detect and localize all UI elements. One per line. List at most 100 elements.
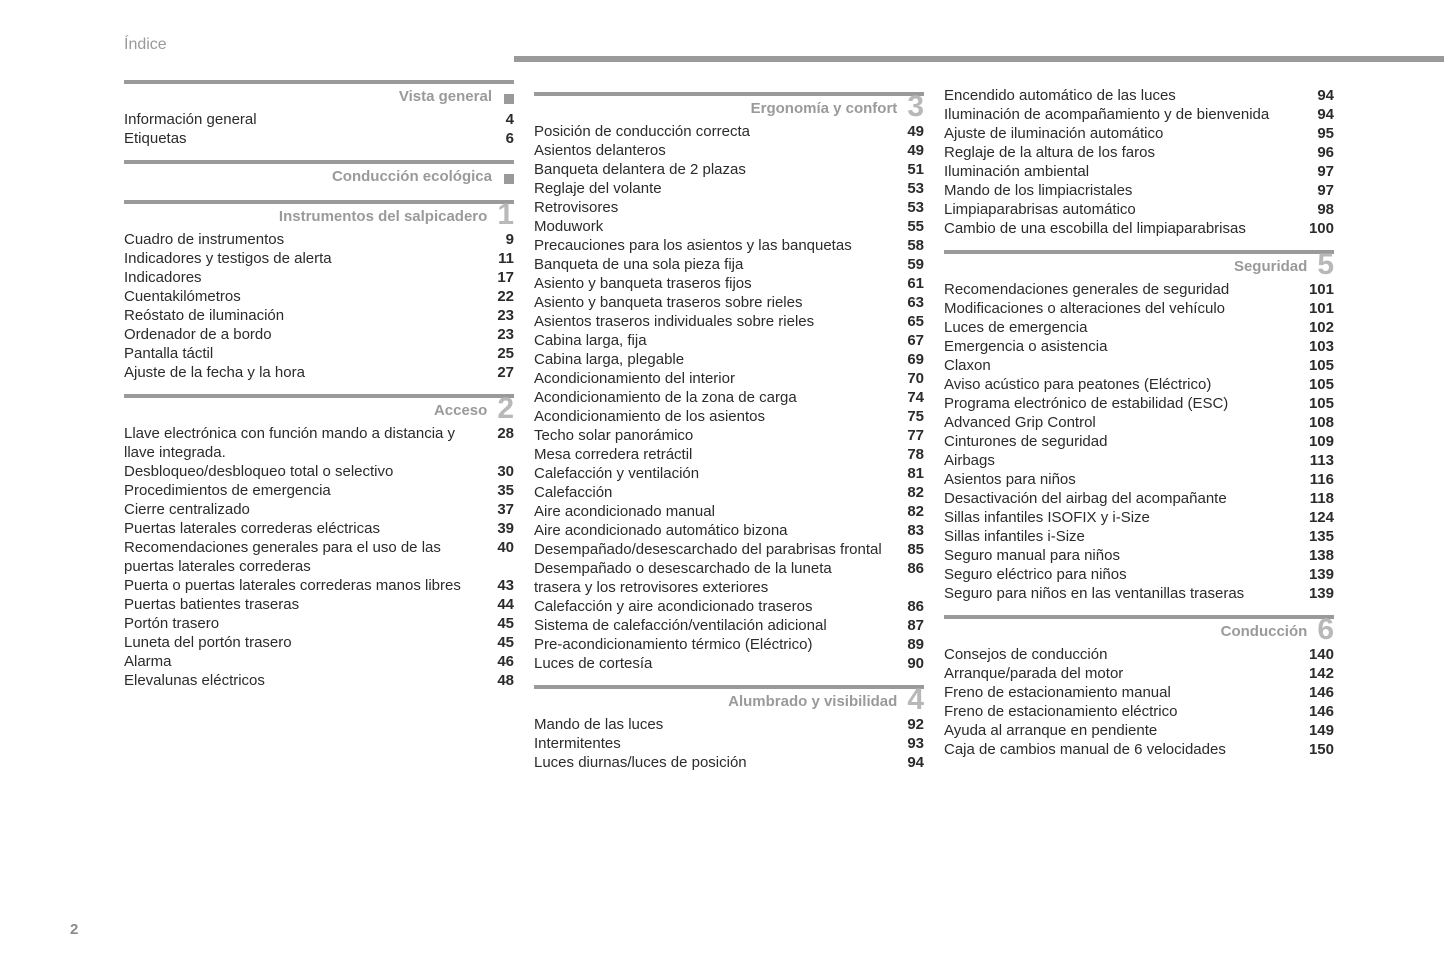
toc-entry: Encendido automático de las luces94 (944, 86, 1334, 105)
entry-label: Seguro eléctrico para niños (944, 565, 1300, 584)
entry-page: 70 (890, 369, 924, 388)
continuation-spacer (944, 80, 1334, 84)
section-number: 6 (1317, 617, 1334, 643)
section-number: 2 (497, 396, 514, 422)
toc-entry: Sillas infantiles i-Size135 (944, 527, 1334, 546)
entry-label: Acondicionamiento de los asientos (534, 407, 890, 426)
toc-entry: Cierre centralizado37 (124, 500, 514, 519)
entry-page: 30 (480, 462, 514, 481)
entry-label: Cambio de una escobilla del limpiaparabr… (944, 219, 1300, 238)
entry-page: 90 (890, 654, 924, 673)
section-title: Vista general (399, 86, 498, 108)
toc-entry: Retrovisores53 (534, 198, 924, 217)
toc-entry: Freno de estacionamiento eléctrico146 (944, 702, 1334, 721)
section-header: Acceso2 (124, 394, 514, 422)
entry-label: Ordenador de a bordo (124, 325, 480, 344)
entry-page: 101 (1300, 280, 1334, 299)
entry-page: 92 (890, 715, 924, 734)
entry-page: 4 (480, 110, 514, 129)
entry-label: Desactivación del airbag del acompañante (944, 489, 1300, 508)
entry-label: Recomendaciones generales para el uso de… (124, 538, 480, 576)
entry-label: Mando de las luces (534, 715, 890, 734)
toc-entry: Desempañado/desescarchado del parabrisas… (534, 540, 924, 559)
entry-label: Moduwork (534, 217, 890, 236)
toc-entry: Portón trasero45 (124, 614, 514, 633)
toc-entry: Luneta del portón trasero45 (124, 633, 514, 652)
toc-entry: Información general4 (124, 110, 514, 129)
entry-label: Procedimientos de emergencia (124, 481, 480, 500)
entry-list: Recomendaciones generales de seguridad10… (944, 280, 1334, 603)
section-title: Alumbrado y visibilidad (728, 691, 903, 713)
entry-page: 95 (1300, 124, 1334, 143)
toc-entry: Pantalla táctil25 (124, 344, 514, 363)
entry-label: Luneta del portón trasero (124, 633, 480, 652)
entry-label: Arranque/parada del motor (944, 664, 1300, 683)
entry-label: Iluminación de acompañamiento y de bienv… (944, 105, 1300, 124)
toc-entry: Banqueta de una sola pieza fija59 (534, 255, 924, 274)
column: Ergonomía y confort3Posición de conducci… (534, 80, 924, 772)
entry-label: Limpiaparabrisas automático (944, 200, 1300, 219)
entry-label: Asientos para niños (944, 470, 1300, 489)
entry-label: Información general (124, 110, 480, 129)
entry-page: 17 (480, 268, 514, 287)
toc-entry: Caja de cambios manual de 6 velocidades1… (944, 740, 1334, 759)
entry-page: 45 (480, 633, 514, 652)
toc-entry: Cuentakilómetros22 (124, 287, 514, 306)
entry-page: 94 (1300, 86, 1334, 105)
entry-page: 74 (890, 388, 924, 407)
toc-entry: Luces diurnas/luces de posición94 (534, 753, 924, 772)
section-title: Conducción ecológica (332, 166, 498, 188)
toc-entry: Indicadores y testigos de alerta11 (124, 249, 514, 268)
entry-page: 93 (890, 734, 924, 753)
toc-entry: Techo solar panorámico77 (534, 426, 924, 445)
entry-page: 51 (890, 160, 924, 179)
toc-entry: Llave electrónica con función mando a di… (124, 424, 514, 462)
entry-page: 100 (1300, 219, 1334, 238)
entry-page: 55 (890, 217, 924, 236)
entry-label: Ayuda al arranque en pendiente (944, 721, 1300, 740)
toc-entry: Desactivación del airbag del acompañante… (944, 489, 1334, 508)
section-header: Conducción6 (944, 615, 1334, 643)
toc-entry: Sistema de calefacción/ventilación adici… (534, 616, 924, 635)
entry-label: Calefacción y ventilación (534, 464, 890, 483)
toc-entry: Claxon105 (944, 356, 1334, 375)
entry-page: 116 (1300, 470, 1334, 489)
toc-entry: Asiento y banqueta traseros sobre rieles… (534, 293, 924, 312)
toc-entry: Calefacción82 (534, 483, 924, 502)
entry-label: Freno de estacionamiento manual (944, 683, 1300, 702)
entry-page: 82 (890, 502, 924, 521)
entry-label: Indicadores (124, 268, 480, 287)
toc-entry: Luces de emergencia102 (944, 318, 1334, 337)
entry-label: Encendido automático de las luces (944, 86, 1300, 105)
entry-label: Portón trasero (124, 614, 480, 633)
entry-label: Desbloqueo/desbloqueo total o selectivo (124, 462, 480, 481)
entry-page: 59 (890, 255, 924, 274)
toc-entry: Seguro eléctrico para niños139 (944, 565, 1334, 584)
toc-entry: Asientos delanteros49 (534, 141, 924, 160)
entry-label: Pantalla táctil (124, 344, 480, 363)
entry-list: Cuadro de instrumentos9Indicadores y tes… (124, 230, 514, 382)
toc-entry: Seguro para niños en las ventanillas tra… (944, 584, 1334, 603)
entry-page: 35 (480, 481, 514, 500)
column: Vista generalInformación general4Etiquet… (124, 80, 514, 772)
entry-page: 48 (480, 671, 514, 690)
entry-label: Reglaje del volante (534, 179, 890, 198)
toc-entry: Moduwork55 (534, 217, 924, 236)
section-title: Conducción (1221, 621, 1314, 643)
entry-page: 78 (890, 445, 924, 464)
entry-label: Posición de conducción correcta (534, 122, 890, 141)
entry-page: 101 (1300, 299, 1334, 318)
entry-list: Posición de conducción correcta49Asiento… (534, 122, 924, 673)
toc-entry: Intermitentes93 (534, 734, 924, 753)
entry-page: 85 (890, 540, 924, 559)
entry-page: 96 (1300, 143, 1334, 162)
toc-entry: Mando de los limpiacristales97 (944, 181, 1334, 200)
toc-entry: Asientos traseros individuales sobre rie… (534, 312, 924, 331)
entry-page: 105 (1300, 394, 1334, 413)
entry-label: Intermitentes (534, 734, 890, 753)
toc-entry: Limpiaparabrisas automático98 (944, 200, 1334, 219)
entry-label: Alarma (124, 652, 480, 671)
toc-entry: Puertas batientes traseras44 (124, 595, 514, 614)
entry-page: 146 (1300, 683, 1334, 702)
entry-label: Claxon (944, 356, 1300, 375)
